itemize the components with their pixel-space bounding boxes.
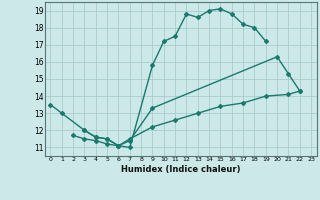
X-axis label: Humidex (Indice chaleur): Humidex (Indice chaleur) <box>121 165 241 174</box>
